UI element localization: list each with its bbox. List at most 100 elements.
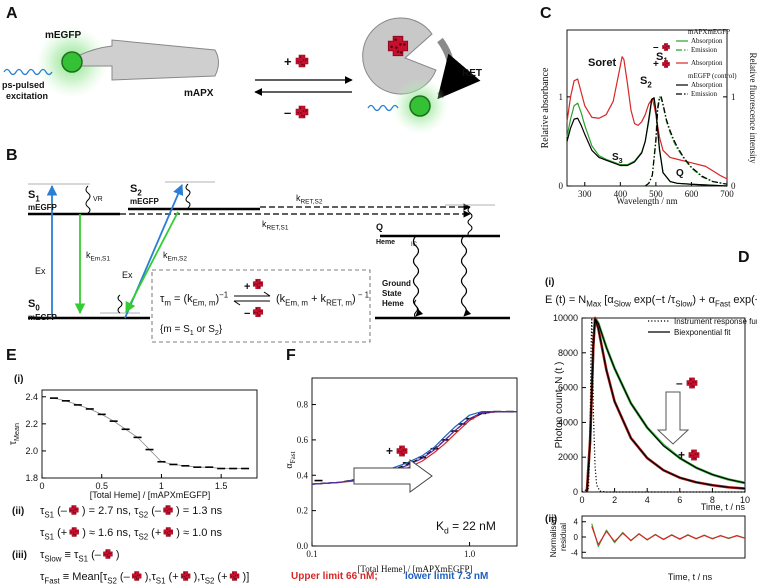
text-run: −1 <box>219 291 229 300</box>
label: State <box>382 289 402 298</box>
label: Ex <box>35 266 46 276</box>
label: D <box>738 249 750 266</box>
heme-dot <box>302 110 305 112</box>
heme-dot <box>135 576 137 578</box>
text-run: τ <box>40 549 45 561</box>
heme-dot <box>236 574 239 576</box>
text-run: 2 <box>215 328 219 337</box>
text-run: k <box>296 193 301 203</box>
y-tick-label: -4 <box>571 548 579 557</box>
text-run: Fast <box>289 451 297 463</box>
label: )] <box>243 571 250 583</box>
text-run: ) = 1.3 ns <box>176 505 223 517</box>
heme-dot <box>258 286 261 288</box>
label: ) = 2.7 ns, τS2 (– <box>82 505 162 519</box>
text-run: 3 <box>619 156 623 165</box>
heme-dot <box>110 552 112 554</box>
text-run: (+ <box>148 527 161 539</box>
heme-dot <box>186 574 188 576</box>
legend-label: Absorption <box>691 37 723 45</box>
label: (iii) <box>12 550 27 561</box>
label: mEGFP <box>28 313 58 322</box>
binding-arrow <box>353 459 433 493</box>
text-run: ) = 2.7 ns, τ <box>82 505 139 517</box>
text-run: S <box>612 152 619 163</box>
text-run: (+ <box>165 571 178 583</box>
heme-dot <box>74 512 76 514</box>
heme-icon <box>295 105 309 119</box>
heme-icon <box>662 43 670 51</box>
heme-dot <box>70 531 72 533</box>
heme-icon <box>69 527 79 537</box>
label: (kEm, m + kRET, m) − 1 <box>276 291 370 308</box>
y-tick-label: 8000 <box>558 348 578 358</box>
text-run: Em, m <box>193 298 216 307</box>
text-run: (– <box>88 549 102 561</box>
heme-icon <box>229 571 240 581</box>
y-tick-label: 10000 <box>553 313 578 323</box>
text-run: (+ <box>54 527 67 539</box>
text-run: = 22 nM <box>449 519 496 533</box>
heme-shape <box>662 60 670 68</box>
text-run: Em,S2 <box>168 256 188 263</box>
text-run: τ <box>8 441 19 445</box>
heme-dot <box>302 59 305 61</box>
text-run: ) + α <box>692 294 715 306</box>
x-axis-label: Wavelength / nm <box>616 196 677 206</box>
x-axis-label: [Total Heme] / [mAPXmEGFP] <box>90 490 211 500</box>
text-run: (k <box>276 293 286 305</box>
heme-dot <box>257 286 259 288</box>
y-tick-label: 4 <box>574 518 579 527</box>
heme-shape <box>387 35 409 57</box>
heme-dot <box>666 45 668 47</box>
heme-dot <box>170 508 172 510</box>
series-line <box>586 318 746 493</box>
heme-dot <box>136 578 138 580</box>
label: kEm,S1 <box>86 250 110 263</box>
heme-icon <box>688 449 700 461</box>
heme-dot <box>664 47 666 49</box>
y-tick-label: 1 <box>731 92 736 102</box>
heme-dot <box>664 64 666 66</box>
heme-dot <box>400 446 402 449</box>
annotation: + <box>678 448 685 462</box>
text-run: τ <box>40 571 45 583</box>
heme-dot <box>258 282 260 284</box>
label: ),τS1 (+ <box>145 571 179 585</box>
heme-shape <box>686 377 698 389</box>
x-axis-label: Time, t / ns <box>701 502 746 512</box>
x-tick-label: 0.5 <box>95 481 108 491</box>
heme-dot <box>166 506 168 508</box>
x-tick-label: 600 <box>685 189 699 199</box>
heme-dot <box>166 532 169 534</box>
heme-dot <box>167 534 169 536</box>
y-tick-label: 4000 <box>558 417 578 427</box>
annotation: S3 <box>612 152 623 165</box>
heme-dot <box>70 509 72 511</box>
label: {m = S1 or S2} <box>160 324 223 337</box>
y-tick-label: 0.8 <box>297 400 309 410</box>
text-run: k <box>163 250 168 260</box>
y-axis-label: Normalised <box>549 517 558 557</box>
y-tick-label: 0 <box>574 533 579 542</box>
heme-dot <box>396 50 400 53</box>
y-tick-label: 0 <box>731 181 736 191</box>
y-tick-label: 0.6 <box>297 435 309 445</box>
heme-dot <box>72 532 75 534</box>
upper-limit: Upper limit 66 nM; <box>291 571 378 582</box>
label: τS1 (– <box>40 505 68 519</box>
text-run: 2 <box>647 80 652 89</box>
legend-label: Emission <box>691 90 718 98</box>
heme-dot <box>108 552 110 554</box>
text-run: τ <box>40 505 45 517</box>
heme-shape <box>396 445 408 457</box>
annotation: – <box>676 376 683 390</box>
legend-sign: + <box>653 59 659 70</box>
heme-dot <box>297 60 299 63</box>
heme-shape <box>163 505 173 515</box>
heme-dot <box>692 381 694 383</box>
text-run: S2 <box>205 576 215 585</box>
x-tick-label: 8 <box>710 495 715 505</box>
text-run: k <box>262 219 267 229</box>
